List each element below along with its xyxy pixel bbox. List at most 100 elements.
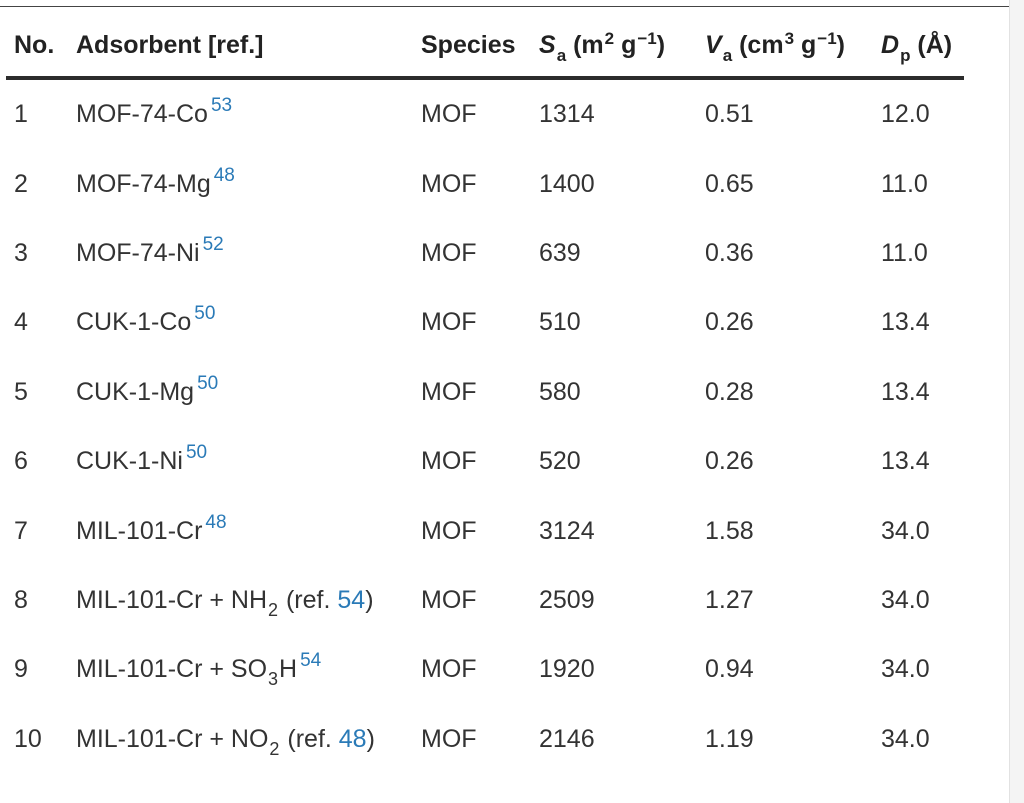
cell-sa: 1314 (539, 100, 595, 129)
sa-symbol: S (539, 30, 556, 59)
cell-va: 0.51 (705, 100, 754, 129)
cell-adsorbent: MIL-101-Cr + NO2 (ref. 48) (68, 705, 413, 774)
va-unit-sup2: −1 (817, 28, 837, 48)
adsorbent-name: MIL-101-Cr + NO (76, 724, 269, 753)
cell-species: MOF (421, 655, 477, 684)
reference-link[interactable]: 53 (210, 95, 233, 117)
cell-va: 0.26 (705, 447, 754, 476)
top-rule (0, 6, 1024, 7)
table-row: 4 CUK-1-Co 50 MOF 510 0.26 13.4 (6, 288, 964, 357)
cell-dp: 34.0 (881, 655, 930, 684)
formula-subscript: 3 (268, 669, 279, 690)
cell-va: 0.65 (705, 169, 754, 198)
cell-va: 1.58 (705, 516, 754, 545)
cell-no: 6 (14, 447, 28, 476)
cell-dp: 34.0 (881, 585, 930, 614)
cell-va: 0.36 (705, 238, 754, 267)
cell-sa: 580 (539, 377, 581, 406)
cell-dp: 13.4 (881, 447, 930, 476)
cell-no: 1 (14, 100, 28, 129)
sa-unit-post: ) (656, 30, 666, 59)
reference-link[interactable]: 52 (202, 233, 224, 255)
cell-sa: 510 (539, 308, 581, 337)
cell-dp: 13.4 (881, 308, 930, 337)
cell-sa: 520 (539, 447, 581, 476)
table-header: No. Adsorbent [ref.] Species Sa (m2 g−1)… (6, 14, 964, 80)
reference-link[interactable]: 54 (337, 585, 366, 614)
header-pore-diameter: Dp (Å) (873, 14, 964, 80)
table-row: 10 MIL-101-Cr + NO2 (ref. 48) MOF 2146 1… (6, 705, 964, 774)
sa-unit-sup2: −1 (637, 28, 657, 48)
cell-species: MOF (421, 377, 477, 406)
sa-unit-pre: (m (573, 30, 604, 59)
adsorbent-ref-close: ) (366, 724, 375, 753)
adsorbent-name: CUK-1-Mg (76, 377, 195, 406)
cell-dp: 34.0 (881, 516, 930, 545)
header-no: No. (6, 14, 68, 80)
adsorbent-name: MOF-74-Mg (76, 169, 211, 198)
table-row: 2 MOF-74-Mg 48 MOF 1400 0.65 11.0 (6, 149, 964, 218)
reference-link[interactable]: 50 (185, 442, 208, 464)
va-unit-mid: g (794, 30, 817, 59)
adsorbent-name: MIL-101-Cr (76, 516, 203, 545)
cell-adsorbent: CUK-1-Mg 50 (68, 358, 413, 427)
cell-dp: 11.0 (881, 238, 928, 267)
reference-link[interactable]: 50 (194, 303, 216, 325)
adsorbent-ref-close: ) (365, 585, 374, 614)
reference-link[interactable]: 50 (197, 372, 219, 394)
cell-no: 9 (14, 655, 28, 684)
cell-adsorbent: MIL-101-Cr + NH2 (ref. 54) (68, 566, 413, 635)
cell-no: 10 (14, 724, 42, 753)
table-row: 3 MOF-74-Ni 52 MOF 639 0.36 11.0 (6, 219, 964, 288)
reference-link[interactable]: 48 (338, 724, 367, 753)
reference-link[interactable]: 48 (213, 164, 235, 186)
cell-adsorbent: MIL-101-Cr 48 (68, 496, 413, 565)
va-unit-pre: (cm (739, 30, 784, 59)
reference-link[interactable]: 54 (300, 650, 322, 672)
sa-unit-mid: g (614, 30, 637, 59)
reference-link[interactable]: 48 (205, 511, 227, 533)
adsorbent-name: CUK-1-Co (76, 308, 192, 337)
cell-adsorbent: CUK-1-Ni 50 (68, 427, 413, 496)
table-row: 5 CUK-1-Mg 50 MOF 580 0.28 13.4 (6, 358, 964, 427)
cell-va: 1.27 (705, 585, 754, 614)
adsorbent-name-suffix: H (279, 655, 298, 684)
dp-unit: (Å) (917, 30, 953, 59)
adsorbent-name: MIL-101-Cr + NH (76, 585, 268, 614)
adsorbent-ref-prefix: (ref. (280, 724, 339, 753)
adsorbent-table: No. Adsorbent [ref.] Species Sa (m2 g−1)… (6, 14, 964, 774)
table-row: 1 MOF-74-Co 53 MOF 1314 0.51 12.0 (6, 78, 964, 149)
cell-sa: 1920 (539, 655, 595, 684)
table-row: 9 MIL-101-Cr + SO3H 54 MOF 1920 0.94 34.0 (6, 635, 964, 704)
cell-sa: 639 (539, 238, 581, 267)
cell-no: 2 (14, 169, 28, 198)
adsorbent-name: CUK-1-Ni (76, 447, 183, 476)
adsorbent-name: MOF-74-Co (76, 100, 208, 129)
header-adsorbent: Adsorbent [ref.] (68, 14, 413, 80)
cell-va: 1.19 (705, 724, 754, 753)
va-unit-post: ) (836, 30, 845, 59)
cell-dp: 12.0 (881, 100, 930, 129)
cell-sa: 1400 (539, 169, 595, 198)
cell-species: MOF (421, 100, 477, 129)
cell-species: MOF (421, 169, 477, 198)
cell-no: 3 (14, 238, 28, 267)
formula-subscript: 2 (268, 599, 279, 620)
cell-va: 0.94 (705, 655, 754, 684)
scrollbar-gutter[interactable] (1009, 0, 1024, 803)
cell-species: MOF (421, 308, 477, 337)
va-unit-sup: 3 (784, 28, 795, 48)
header-pore-volume: Va (cm3 g−1) (697, 14, 873, 80)
table-row: 7 MIL-101-Cr 48 MOF 3124 1.58 34.0 (6, 496, 964, 565)
cell-no: 5 (14, 377, 28, 406)
cell-species: MOF (421, 447, 477, 476)
cell-adsorbent: MOF-74-Co 53 (68, 78, 413, 149)
cell-sa: 2146 (539, 724, 595, 753)
cell-adsorbent: CUK-1-Co 50 (68, 288, 413, 357)
cell-adsorbent: MOF-74-Ni 52 (68, 219, 413, 288)
dp-symbol: D (881, 30, 900, 59)
cell-species: MOF (421, 516, 477, 545)
cell-va: 0.28 (705, 377, 754, 406)
header-species: Species (413, 14, 531, 80)
sa-subscript: a (556, 45, 567, 65)
